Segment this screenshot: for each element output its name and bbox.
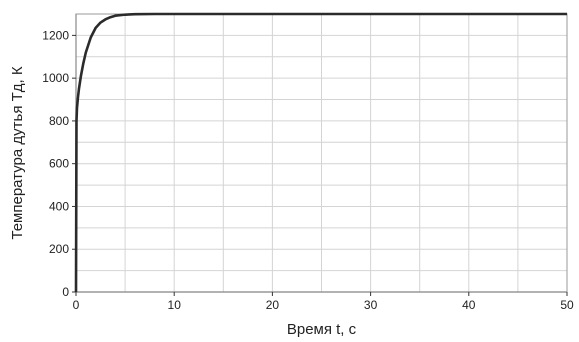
y-axis-label: Температура дутья Тд, К (9, 66, 26, 239)
y-axis-ticks: 0 200 400 600 800 1000 1200 (42, 28, 76, 299)
x-axis-ticks: 0 10 20 30 40 50 (73, 292, 574, 312)
grid-lines (75, 13, 567, 293)
y-tick-label: 800 (49, 114, 69, 128)
x-tick-label: 10 (168, 298, 182, 312)
x-tick-label: 30 (364, 298, 378, 312)
x-axis-label: Время t, с (287, 321, 357, 338)
x-tick-label: 20 (266, 298, 280, 312)
y-tick-label: 400 (49, 199, 69, 213)
x-tick-label: 40 (462, 298, 476, 312)
temperature-series-line (74, 12, 567, 293)
y-tick-label: 600 (49, 157, 69, 171)
y-tick-label: 0 (62, 285, 69, 299)
y-tick-label: 1200 (42, 28, 69, 42)
x-tick-label: 0 (73, 298, 80, 312)
y-tick-label: 1000 (42, 71, 69, 85)
x-tick-label: 50 (560, 298, 574, 312)
y-tick-label: 200 (49, 242, 69, 256)
